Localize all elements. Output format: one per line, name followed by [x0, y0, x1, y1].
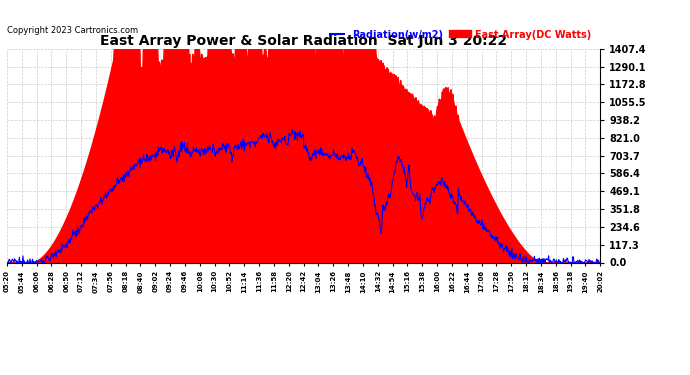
Legend: Radiation(w/m2), East Array(DC Watts): Radiation(w/m2), East Array(DC Watts): [326, 26, 595, 44]
Title: East Array Power & Solar Radiation  Sat Jun 3 20:22: East Array Power & Solar Radiation Sat J…: [100, 34, 507, 48]
Text: Copyright 2023 Cartronics.com: Copyright 2023 Cartronics.com: [7, 26, 138, 35]
